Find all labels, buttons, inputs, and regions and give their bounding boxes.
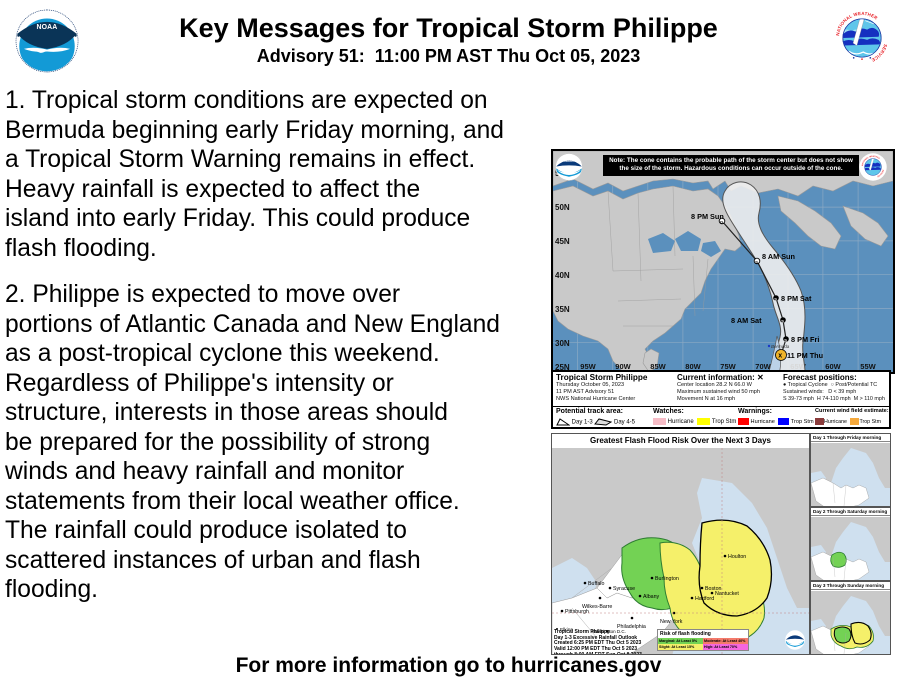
svg-text:45N: 45N (555, 237, 570, 246)
svg-text:8 AM Sun: 8 AM Sun (762, 252, 795, 261)
svg-text:Hartford: Hartford (695, 596, 714, 602)
svg-text:Nantucket: Nantucket (715, 591, 739, 597)
svg-text:New York: New York (660, 619, 683, 625)
svg-text:Buffalo: Buffalo (588, 581, 604, 587)
svg-text:Syracuse: Syracuse (613, 586, 635, 592)
svg-text:8 PM Sun: 8 PM Sun (691, 212, 724, 221)
svg-text:Houlton: Houlton (728, 554, 746, 560)
svg-text:S: S (755, 259, 758, 264)
svg-text:x: x (778, 353, 782, 360)
svg-text:11 PM Thu: 11 PM Thu (787, 351, 823, 360)
svg-text:Bermuda: Bermuda (771, 344, 790, 349)
svg-text:8 PM Sat: 8 PM Sat (781, 294, 812, 303)
svg-text:8 AM Sat: 8 AM Sat (731, 316, 762, 325)
svg-text:35N: 35N (555, 305, 570, 314)
svg-text:S: S (774, 296, 777, 301)
svg-text:8 PM Fri: 8 PM Fri (791, 335, 819, 344)
svg-text:30N: 30N (555, 339, 570, 348)
svg-text:40N: 40N (555, 271, 570, 280)
svg-text:NOAA: NOAA (564, 159, 574, 163)
svg-text:50N: 50N (555, 203, 570, 212)
svg-text:Wilkes-Barre: Wilkes-Barre (582, 604, 612, 610)
svg-text:S: S (784, 337, 787, 342)
svg-text:S: S (781, 318, 784, 323)
svg-text:Albany: Albany (643, 594, 660, 600)
svg-text:Burlington: Burlington (655, 576, 679, 582)
